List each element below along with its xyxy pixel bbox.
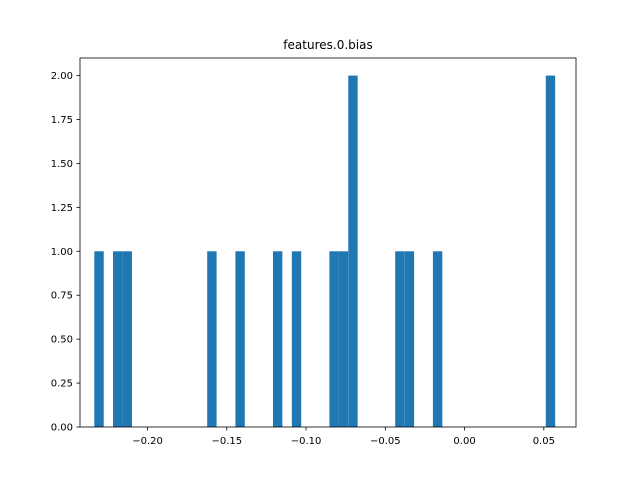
x-tick-label: −0.05 bbox=[370, 436, 401, 447]
histogram-bar bbox=[404, 251, 415, 427]
chart-title: features.0.bias bbox=[283, 38, 372, 52]
x-tick-label: −0.15 bbox=[211, 436, 242, 447]
y-tick-label: 1.50 bbox=[51, 159, 73, 170]
histogram-bar bbox=[338, 251, 349, 427]
y-tick-label: 2.00 bbox=[51, 71, 73, 82]
x-tick-label: 0.05 bbox=[533, 436, 555, 447]
histogram-bar bbox=[94, 251, 104, 427]
y-tick-label: 0.00 bbox=[51, 423, 73, 434]
y-axis: 0.00 0.25 0.50 0.75 1.00 1.25 1.50 1.75 2.00 bbox=[51, 71, 80, 434]
histogram-bar bbox=[207, 251, 217, 427]
histogram-bar bbox=[395, 251, 405, 427]
histogram-bar bbox=[432, 251, 443, 427]
histogram-bar bbox=[329, 251, 339, 427]
x-tick-label: 0.00 bbox=[453, 436, 475, 447]
bars-layer bbox=[94, 75, 556, 427]
histogram-bar bbox=[291, 251, 302, 427]
y-tick-label: 0.50 bbox=[51, 335, 73, 346]
x-tick-label: −0.10 bbox=[291, 436, 322, 447]
histogram-bar bbox=[235, 251, 245, 427]
histogram-bar bbox=[348, 75, 358, 427]
y-tick-label: 0.75 bbox=[51, 291, 73, 302]
x-axis: −0.20 −0.15 −0.10 −0.05 0.00 0.05 bbox=[132, 427, 555, 447]
x-tick-label: −0.20 bbox=[132, 436, 163, 447]
histogram-bar bbox=[122, 251, 132, 427]
y-tick-label: 1.75 bbox=[51, 115, 73, 126]
y-tick-label: 1.00 bbox=[51, 247, 73, 258]
histogram-bar bbox=[545, 75, 556, 427]
y-tick-label: 0.25 bbox=[51, 379, 73, 390]
y-tick-label: 1.25 bbox=[51, 203, 73, 214]
histogram-bar bbox=[272, 251, 283, 427]
plot-area-frame bbox=[79, 57, 577, 428]
histogram-bar bbox=[113, 251, 123, 427]
